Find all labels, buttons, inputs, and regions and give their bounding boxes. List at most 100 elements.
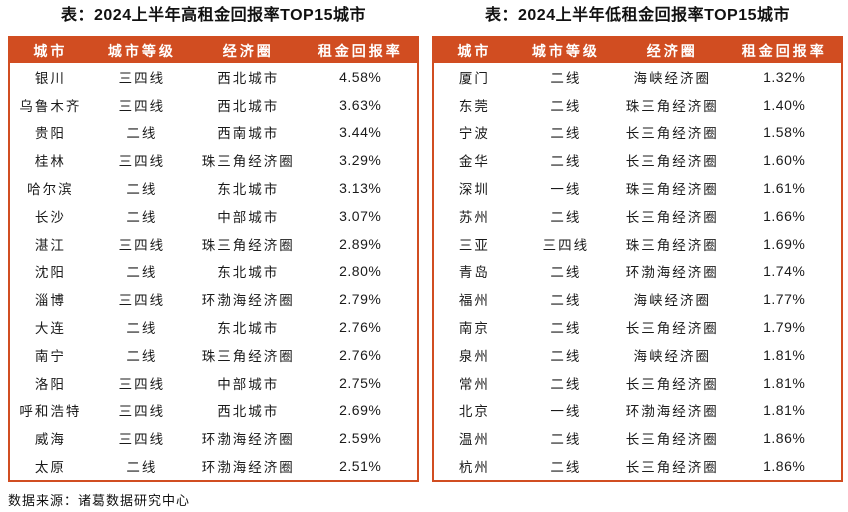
tier-cell: 二线 (550, 154, 582, 170)
region-cell: 长三角经济圈 (625, 376, 719, 392)
region-cell: 环渤海经济圈 (201, 460, 295, 476)
region-cell: 海峡经济圈 (633, 348, 711, 364)
region-cell: 环渤海经济圈 (625, 265, 719, 281)
region-cell: 长三角经济圈 (625, 321, 719, 337)
yield-cell: 2.51% (339, 458, 382, 475)
tier-cell: 二线 (550, 376, 582, 392)
tier-cell: 二线 (550, 126, 582, 142)
region-cell: 西北城市 (217, 70, 280, 86)
region-cell: 东北城市 (217, 182, 280, 198)
yield-cell: 2.80% (339, 263, 382, 280)
region-cell: 珠三角经济圈 (625, 182, 719, 198)
region-cell: 东北城市 (217, 321, 280, 337)
city-cell: 宁波 (458, 126, 490, 142)
table-row: 北京 一线 环渤海经济圈 1.81% (433, 397, 842, 425)
yield-cell: 3.44% (339, 124, 382, 141)
table-row: 厦门 二线 海峡经济圈 1.32% (433, 63, 842, 91)
tier-cell: 二线 (550, 293, 582, 309)
table-row: 洛阳 三四线 中部城市 2.75% (9, 369, 418, 397)
tier-cell: 三四线 (118, 376, 166, 392)
yield-cell: 1.86% (763, 430, 806, 447)
table-row: 哈尔滨 二线 东北城市 3.13% (9, 174, 418, 202)
yield-cell: 1.66% (763, 207, 806, 224)
city-cell: 厦门 (458, 70, 490, 86)
table-row: 三亚 三四线 珠三角经济圈 1.69% (433, 230, 842, 258)
table-row: 银川 三四线 西北城市 4.58% (9, 63, 418, 91)
tier-cell: 三四线 (118, 404, 166, 420)
yield-cell: 2.76% (339, 319, 382, 336)
region-cell: 海峡经济圈 (633, 293, 711, 309)
tier-cell: 二线 (126, 265, 158, 281)
city-cell: 金华 (458, 154, 490, 170)
yield-cell: 3.63% (339, 96, 382, 113)
tier-cell: 二线 (126, 209, 158, 225)
table-row: 沈阳 二线 东北城市 2.80% (9, 258, 418, 286)
column-header: 经济圈 (193, 37, 304, 63)
yield-cell: 1.77% (763, 291, 806, 308)
region-cell: 海峡经济圈 (633, 70, 711, 86)
table-row: 湛江 三四线 珠三角经济圈 2.89% (9, 230, 418, 258)
header-row: 城市 城市等级 经济圈 租金回报率 (9, 37, 418, 63)
region-cell: 西北城市 (217, 98, 280, 114)
yield-cell: 4.58% (339, 68, 382, 85)
yield-cell: 1.60% (763, 152, 806, 169)
yield-cell: 1.86% (763, 458, 806, 475)
table-row: 深圳 一线 珠三角经济圈 1.61% (433, 174, 842, 202)
table-row: 南宁 二线 珠三角经济圈 2.76% (9, 341, 418, 369)
column-header: 租金回报率 (303, 37, 418, 63)
tier-cell: 三四线 (118, 98, 166, 114)
tier-cell: 三四线 (118, 237, 166, 253)
region-cell: 长三角经济圈 (625, 209, 719, 225)
city-cell: 常州 (458, 376, 490, 392)
city-cell: 淄博 (34, 293, 66, 309)
city-cell: 乌鲁木齐 (19, 98, 82, 114)
table-row: 青岛 二线 环渤海经济圈 1.74% (433, 258, 842, 286)
city-cell: 贵阳 (34, 126, 66, 142)
city-cell: 威海 (34, 432, 66, 448)
region-cell: 环渤海经济圈 (625, 404, 719, 420)
table-row: 温州 二线 长三角经济圈 1.86% (433, 424, 842, 452)
tier-cell: 一线 (550, 182, 582, 198)
tier-cell: 二线 (126, 182, 158, 198)
high-yield-table-title: 表：2024上半年高租金回报率TOP15城市 (61, 7, 366, 24)
high-yield-table: 城市 城市等级 经济圈 租金回报率 银川 三四线 西北城市 4.58% 乌鲁木齐 三四线 西北城市… (8, 36, 419, 482)
region-cell: 珠三角经济圈 (625, 98, 719, 114)
tier-cell: 二线 (550, 70, 582, 86)
yield-cell: 1.32% (763, 68, 806, 85)
table-row: 常州 二线 长三角经济圈 1.81% (433, 369, 842, 397)
yield-cell: 2.89% (339, 235, 382, 252)
tier-cell: 二线 (550, 265, 582, 281)
column-header: 城市等级 (514, 37, 618, 63)
city-cell: 福州 (458, 293, 490, 309)
column-header: 城市 (433, 37, 515, 63)
region-cell: 珠三角经济圈 (625, 237, 719, 253)
yield-cell: 3.29% (339, 152, 382, 169)
city-cell: 杭州 (458, 460, 490, 476)
yield-cell: 2.75% (339, 374, 382, 391)
city-cell: 桂林 (34, 154, 66, 170)
city-cell: 温州 (458, 432, 490, 448)
city-cell: 三亚 (458, 237, 490, 253)
tier-cell: 三四线 (542, 237, 590, 253)
region-cell: 环渤海经济圈 (201, 432, 295, 448)
tier-cell: 二线 (550, 460, 582, 476)
column-header: 经济圈 (617, 37, 728, 63)
tier-cell: 二线 (126, 348, 158, 364)
table-row: 桂林 三四线 珠三角经济圈 3.29% (9, 146, 418, 174)
city-cell: 苏州 (458, 209, 490, 225)
region-cell: 长三角经济圈 (625, 432, 719, 448)
city-cell: 沈阳 (34, 265, 66, 281)
city-cell: 银川 (34, 70, 66, 86)
table-row: 东莞 二线 珠三角经济圈 1.40% (433, 91, 842, 119)
tables-row: 表：2024上半年高租金回报率TOP15城市 城市 城市等级 经济圈 租金回报率 银川… (8, 7, 843, 482)
yield-cell: 1.81% (763, 374, 806, 391)
region-cell: 西南城市 (217, 126, 280, 142)
yield-cell: 1.79% (763, 319, 806, 336)
region-cell: 西北城市 (217, 404, 280, 420)
region-cell: 珠三角经济圈 (201, 237, 295, 253)
region-cell: 珠三角经济圈 (201, 154, 295, 170)
city-cell: 大连 (34, 321, 66, 337)
city-cell: 洛阳 (34, 376, 66, 392)
city-cell: 北京 (458, 404, 490, 420)
table-row: 淄博 三四线 环渤海经济圈 2.79% (9, 285, 418, 313)
